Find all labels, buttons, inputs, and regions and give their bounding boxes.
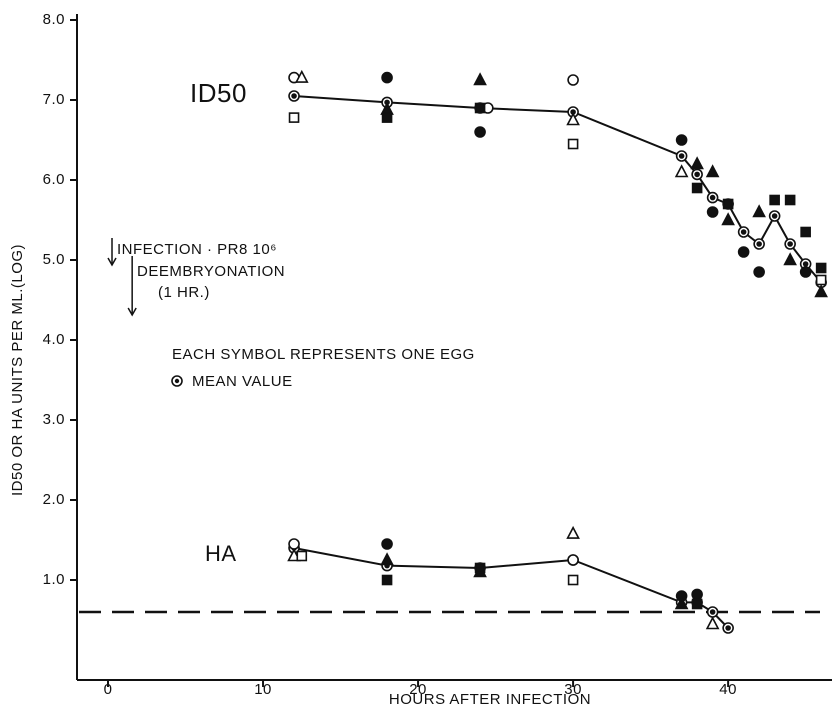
y-axis-label: ID50 OR HA UNITS PER ML.(LOG) xyxy=(9,244,26,496)
egg-point xyxy=(769,194,780,206)
egg-point xyxy=(381,71,393,84)
egg-point xyxy=(296,550,308,562)
y-tick-label: 6.0 xyxy=(43,171,65,188)
mean-point-dot xyxy=(771,213,778,219)
egg-point xyxy=(815,274,827,286)
symbol-note: EACH SYMBOL REPRESENTS ONE EGG xyxy=(172,346,475,363)
egg-point xyxy=(567,554,579,566)
mean-point-dot xyxy=(756,241,762,247)
egg-point xyxy=(721,212,735,226)
egg-point xyxy=(783,252,797,266)
egg-point xyxy=(691,588,703,601)
egg-point xyxy=(380,552,394,566)
mean-line xyxy=(293,547,729,629)
egg-point xyxy=(690,156,704,170)
egg-point xyxy=(288,112,300,123)
egg-point xyxy=(566,112,580,126)
x-tick-label: 30 xyxy=(564,681,582,698)
y-tick-label: 1.0 xyxy=(43,571,65,588)
event-arrow-head xyxy=(107,257,117,267)
mean-legend-dot xyxy=(174,378,180,384)
egg-point xyxy=(784,194,796,206)
y-tick-label: 3.0 xyxy=(43,411,65,428)
egg-point xyxy=(567,574,579,586)
egg-point xyxy=(294,69,309,83)
y-tick-label: 5.0 xyxy=(43,251,65,268)
egg-point xyxy=(675,134,688,146)
mean-legend-symbol xyxy=(171,375,183,387)
egg-point xyxy=(474,562,486,574)
mean-point-dot xyxy=(740,229,747,235)
egg-point xyxy=(474,102,486,114)
egg-point xyxy=(567,138,579,150)
egg-point xyxy=(674,164,689,178)
y-tick-label: 4.0 xyxy=(43,331,65,348)
x-tick-label: 20 xyxy=(409,681,427,698)
y-tick-label: 8.0 xyxy=(43,11,65,28)
egg-point xyxy=(691,598,703,610)
egg-point xyxy=(814,284,828,298)
egg-point xyxy=(753,266,765,278)
deembryonation-note: DEEMBRYONATION xyxy=(137,263,285,280)
x-tick-label: 0 xyxy=(104,681,113,698)
mean-point-dot xyxy=(709,194,716,201)
y-tick-label: 2.0 xyxy=(43,491,65,508)
egg-point xyxy=(566,525,580,539)
egg-point xyxy=(705,164,720,178)
egg-point xyxy=(473,72,487,86)
egg-point xyxy=(705,616,720,630)
ha-label: HA xyxy=(205,541,237,566)
egg-point xyxy=(288,538,300,550)
x-axis-label: HOURS AFTER INFECTION xyxy=(389,691,591,708)
mean-point-dot xyxy=(678,153,685,159)
egg-point xyxy=(674,596,689,610)
x-tick-label: 10 xyxy=(254,681,272,698)
egg-point xyxy=(567,74,579,86)
egg-point xyxy=(737,246,750,258)
mean-point-dot xyxy=(725,625,731,631)
egg-point xyxy=(381,538,393,550)
mean-point-dot xyxy=(709,609,716,615)
egg-point xyxy=(752,204,766,218)
mean-legend-text: MEAN VALUE xyxy=(192,373,293,390)
egg-point xyxy=(722,198,734,210)
mean-point-dot xyxy=(787,241,793,247)
mean-point-dot xyxy=(291,93,297,99)
infection-note: INFECTION · PR8 10⁶ xyxy=(117,241,277,258)
mean-point-dot xyxy=(802,261,809,267)
event-arrow-head xyxy=(127,307,137,317)
egg-point xyxy=(381,112,393,123)
mean-point-dot xyxy=(694,171,700,178)
id50-label: ID50 xyxy=(190,78,247,108)
x-tick-label: 40 xyxy=(719,681,737,698)
y-tick-label: 7.0 xyxy=(43,91,65,108)
egg-point xyxy=(691,182,703,194)
egg-point xyxy=(799,266,812,278)
egg-point xyxy=(706,206,719,218)
egg-point xyxy=(381,574,393,586)
egg-point xyxy=(815,262,827,274)
egg-point xyxy=(474,126,486,138)
hour-note: (1 HR.) xyxy=(158,284,210,301)
egg-point xyxy=(800,226,811,238)
